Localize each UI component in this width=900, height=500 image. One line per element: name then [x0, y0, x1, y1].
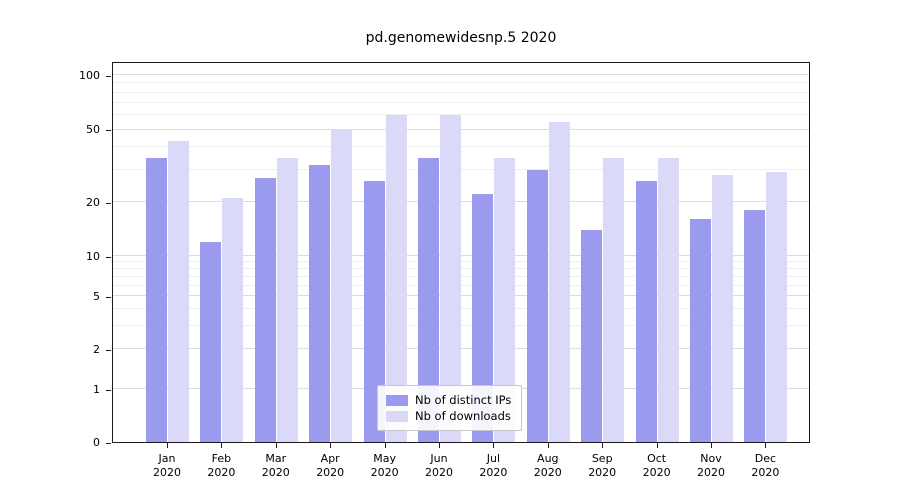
legend-label: Nb of distinct IPs: [415, 393, 512, 407]
gridline-major: [113, 128, 809, 130]
y-tick-label: 1: [93, 383, 100, 396]
x-tick-label: Dec 2020: [751, 452, 780, 479]
x-tick-label: Apr 2020: [316, 452, 345, 479]
gridline-minor: [113, 114, 809, 116]
bar-distinct-ips: [309, 164, 331, 442]
y-tick-label: 2: [93, 342, 100, 356]
bar-distinct-ips: [526, 169, 548, 442]
gridline-major: [113, 74, 809, 75]
x-tick-mark: [547, 443, 549, 448]
legend-swatch-icon: [386, 394, 408, 406]
bar-distinct-ips: [146, 157, 167, 442]
y-tick-mark: [106, 76, 111, 77]
chart-title: pd.genomewidesnp.5 2020: [365, 30, 557, 46]
x-tick-label: Nov 2020: [697, 452, 725, 479]
x-tick-mark: [330, 443, 332, 448]
x-tick-mark: [384, 443, 386, 448]
x-tick-label: Jan 2020: [153, 452, 181, 479]
bar-downloads: [766, 172, 788, 442]
gridline-minor: [113, 307, 809, 309]
bar-distinct-ips: [200, 241, 222, 442]
bar-downloads: [657, 157, 679, 442]
gridline-minor: [113, 82, 809, 84]
gridline-minor: [113, 284, 809, 286]
bar-downloads: [385, 115, 407, 442]
x-tick-mark: [493, 443, 495, 448]
y-tick-mark: [106, 297, 111, 299]
gridline-major: [113, 295, 809, 297]
x-tick-label: Aug 2020: [533, 452, 562, 479]
x-tick-mark: [275, 443, 277, 448]
x-tick-label: Sep 2020: [588, 452, 617, 479]
gridline-minor: [113, 168, 809, 170]
x-tick-mark: [439, 443, 440, 448]
y-tick-mark: [106, 349, 111, 351]
legend-label: Nb of downloads: [415, 409, 511, 423]
gridline-minor: [113, 267, 809, 269]
x-tick-label: May 2020: [370, 452, 399, 479]
gridline-major: [113, 200, 809, 202]
x-tick-mark: [711, 443, 712, 448]
bar-downloads: [276, 157, 298, 442]
bar-distinct-ips: [690, 219, 711, 442]
gridline-minor: [113, 275, 809, 277]
y-tick-label: 10: [86, 250, 100, 263]
gridline-major: [113, 255, 809, 256]
gridline-minor: [113, 91, 809, 93]
y-tick-mark: [106, 130, 111, 132]
x-tick-mark: [656, 443, 658, 448]
y-tick-label: 20: [86, 195, 100, 209]
bar-downloads: [168, 141, 189, 442]
bar-distinct-ips: [418, 157, 439, 442]
bar-distinct-ips: [581, 229, 603, 442]
bar-distinct-ips: [254, 177, 276, 442]
y-tick-label: 0: [93, 436, 100, 449]
x-tick-mark: [765, 443, 767, 448]
x-tick-label: Mar 2020: [261, 452, 290, 479]
bar-downloads: [548, 122, 570, 442]
y-tick-mark: [106, 390, 111, 391]
bar-downloads: [712, 175, 733, 442]
gridline-minor: [113, 261, 809, 263]
gridline-major: [113, 347, 809, 349]
y-tick-label: 5: [93, 290, 100, 304]
bar-distinct-ips: [744, 209, 766, 442]
bar-downloads: [440, 115, 461, 442]
legend-swatch-icon: [386, 410, 408, 422]
y-tick-label: 50: [86, 123, 100, 137]
y-tick-mark: [106, 443, 111, 444]
y-tick-mark: [106, 257, 111, 258]
x-tick-label: Feb 2020: [207, 452, 236, 479]
gridline-minor: [113, 324, 809, 326]
x-tick-label: Oct 2020: [642, 452, 671, 479]
bar-downloads: [494, 157, 516, 442]
bar-distinct-ips: [363, 180, 385, 442]
legend-item: Nb of distinct IPs: [386, 392, 511, 408]
bar-distinct-ips: [472, 194, 494, 442]
x-tick-label: Jul 2020: [479, 452, 508, 479]
x-tick-mark: [602, 443, 604, 448]
gridline-minor: [113, 146, 809, 148]
bar-downloads: [222, 197, 244, 442]
y-tick-mark: [106, 202, 111, 204]
x-tick-mark: [221, 443, 223, 448]
plot-area: Nb of distinct IPs Nb of downloads: [112, 62, 810, 443]
x-tick-mark: [167, 443, 168, 448]
bar-distinct-ips: [635, 180, 657, 442]
bar-downloads: [603, 157, 625, 442]
x-tick-label: Jun 2020: [425, 452, 453, 479]
legend-item: Nb of downloads: [386, 408, 511, 424]
legend: Nb of distinct IPs Nb of downloads: [377, 385, 523, 431]
y-tick-label: 100: [79, 69, 100, 82]
gridline-minor: [113, 102, 809, 104]
bar-downloads: [331, 129, 353, 442]
